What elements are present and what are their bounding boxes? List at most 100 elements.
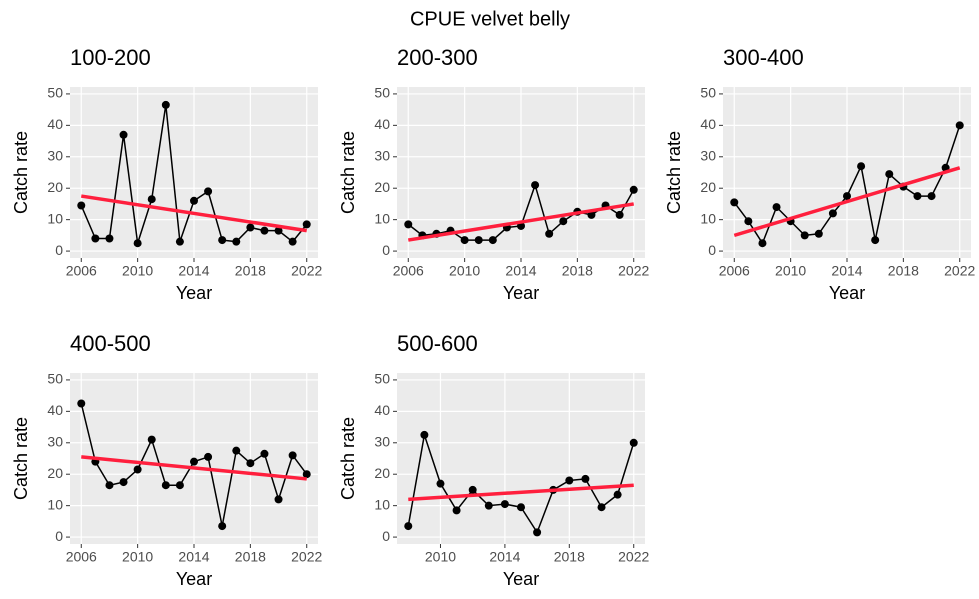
data-point [288,451,297,460]
x-tick-label: 2010 [425,549,456,565]
panel: 0 10 20 30 40 50 2006 2010 2014 2018 2022 400-500 Ye… [11,331,323,589]
data-point [218,236,227,245]
y-tick-label: 10 [47,210,63,226]
panel: 0 10 20 30 40 50 2006 2010 2014 2018 2022 300-400 Ye… [664,45,976,303]
data-point [274,226,283,235]
data-point [955,121,964,130]
panel-background [397,373,645,544]
data-point [517,503,525,512]
data-point [545,229,554,238]
data-point [204,187,213,196]
data-point [260,226,269,235]
x-tick-label: 2018 [235,263,266,279]
data-point [927,192,936,201]
trend-line [408,483,634,502]
data-point [404,220,413,229]
y-tick-label: 0 [55,528,63,544]
y-tick-label: 50 [47,85,63,101]
data-point [246,459,255,468]
x-tick-label: 2014 [831,263,862,279]
data-point [800,231,809,240]
data-point [597,503,606,512]
data-point [119,478,128,487]
data-point [274,495,283,504]
data-point [204,452,213,461]
y-tick-label: 20 [47,465,63,481]
y-axis-title: Catch rate [664,131,684,214]
data-point [302,470,311,479]
panel-title: 200-300 [397,45,478,70]
y-tick-label: 20 [47,179,63,195]
x-tick-label: 2006 [393,263,424,279]
y-tick-label: 10 [47,496,63,512]
x-tick-label: 2018 [562,263,593,279]
x-tick-label: 2022 [618,263,649,279]
y-tick-label: 0 [55,242,63,258]
y-tick-label: 10 [374,496,390,512]
panel-title: 100-200 [70,45,151,70]
y-tick-label: 30 [374,147,390,163]
data-point [730,198,739,207]
data-point [302,220,311,229]
x-tick-label: 2014 [178,263,209,279]
panel: 0 10 20 30 40 50 2006 2010 2014 2018 2022 200-300 Ye… [338,45,650,303]
x-tick-label: 2022 [618,549,649,565]
x-tick-label: 2022 [944,263,975,279]
data-point [190,457,198,466]
data-point [613,490,622,499]
data-point [77,201,86,210]
x-tick-label: 2006 [719,263,750,279]
data-point [615,210,624,219]
x-tick-label: 2014 [178,549,209,565]
data-point [474,236,483,245]
panel: 0 10 20 30 40 50 2006 2010 2014 2018 2022 100-200 Ye… [11,45,323,303]
data-point [147,435,156,444]
data-point [828,209,837,218]
data-point [420,430,429,439]
y-axis-title: Catch rate [338,417,358,500]
data-point [260,449,269,458]
x-axis-title: Year [503,569,539,589]
x-tick-label: 2010 [122,549,153,565]
data-point [871,236,880,245]
data-point [913,192,922,201]
y-tick-label: 20 [374,179,390,195]
y-axis-title: Catch rate [11,131,31,214]
data-point [814,229,823,238]
data-point [190,196,198,205]
data-point [232,237,241,246]
data-point [500,500,509,509]
data-point [581,474,590,483]
data-point [843,192,851,201]
y-tick-label: 20 [374,465,390,481]
y-tick-label: 40 [47,116,63,132]
y-tick-label: 40 [700,116,716,132]
data-point [460,236,469,245]
y-axis-title: Catch rate [11,417,31,500]
data-point [484,501,493,510]
data-point [488,236,497,245]
data-point [565,476,574,485]
data-point [105,481,114,490]
x-tick-label: 2006 [66,263,97,279]
x-tick-label: 2018 [888,263,919,279]
data-point [857,162,866,171]
panel-title: 500-600 [397,331,478,356]
x-tick-label: 2018 [554,549,585,565]
trend-line [81,455,307,481]
x-tick-label: 2010 [122,263,153,279]
data-point [133,239,142,248]
data-point [175,237,184,246]
data-point [531,181,540,190]
x-tick-label: 2006 [66,549,97,565]
trend-line [407,202,635,242]
data-point [218,522,227,531]
data-point [533,528,542,537]
data-point [161,481,170,490]
data-point [587,210,596,219]
y-tick-label: 10 [700,210,716,226]
data-point [452,506,461,515]
y-tick-label: 40 [47,402,63,418]
data-point [744,217,753,226]
y-tick-label: 50 [374,371,390,387]
